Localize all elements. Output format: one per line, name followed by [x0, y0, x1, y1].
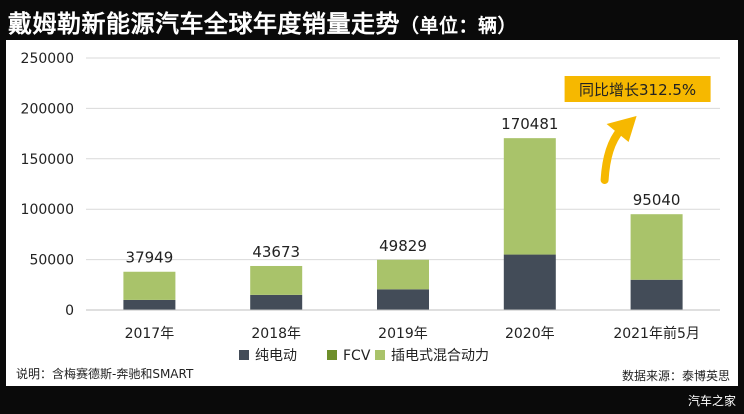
total-label: 95040	[633, 191, 681, 209]
growth-badge	[564, 76, 711, 102]
growth-badge-text: 同比增长312.5%	[579, 81, 696, 99]
data-source: 数据来源：泰博英思	[622, 368, 730, 383]
bar-segment	[123, 299, 176, 310]
bar-segment	[630, 279, 683, 310]
total-label: 37949	[126, 249, 174, 267]
title-bar: 戴姆勒新能源汽车全球年度销量走势（单位：辆）	[0, 0, 744, 40]
title-unit: （单位：辆）	[400, 15, 518, 37]
legend-label: 插电式混合动力	[391, 348, 489, 364]
page-title: 戴姆勒新能源汽车全球年度销量走势（单位：辆）	[8, 4, 517, 39]
y-tick-label: 100000	[21, 202, 74, 218]
bar-segment	[377, 259, 429, 290]
legend-swatch	[327, 350, 337, 360]
legend-label: 纯电动	[255, 348, 297, 364]
total-label: 49829	[379, 237, 427, 255]
legend-swatch	[239, 350, 249, 360]
legend: 纯电动 FCV 插电式混合动力	[239, 348, 489, 364]
bar-segment	[250, 265, 303, 295]
legend-label: FCV	[343, 348, 371, 364]
y-axis: 0 50000 100000 150000 200000 250000	[21, 51, 74, 319]
legend-swatch	[375, 350, 385, 360]
bar-segment	[123, 271, 176, 300]
x-tick-label: 2018年	[251, 326, 301, 342]
bar-segment	[503, 138, 556, 255]
footnote: 说明：含梅赛德斯-奔驰和SMART	[16, 366, 194, 381]
total-label: 43673	[252, 243, 300, 261]
y-tick-label: 0	[65, 303, 74, 319]
bars	[123, 138, 683, 310]
bar-segment	[377, 289, 429, 310]
chart-panel: 0 50000 100000 150000 200000 250000 37949 4367…	[6, 40, 738, 386]
total-label: 170481	[501, 115, 558, 133]
x-tick-label: 2017年	[125, 326, 175, 342]
y-tick-label: 250000	[21, 51, 74, 67]
bottom-bar	[0, 386, 744, 414]
bar-segment	[503, 254, 556, 310]
y-tick-label: 150000	[21, 152, 74, 168]
x-axis: 2017年 2018年 2019年 2020年 2021年前5月	[86, 309, 720, 342]
x-tick-label: 2019年	[378, 326, 428, 342]
watermark: 汽车之家	[687, 394, 736, 408]
x-tick-label: 2021年前5月	[613, 325, 700, 342]
x-tick-label: 2020年	[505, 326, 555, 342]
growth-annotation: 同比增长312.5%	[564, 76, 711, 184]
growth-arrow-shaft	[600, 126, 625, 184]
bar-segment	[250, 294, 303, 310]
growth-arrow-head	[606, 116, 637, 142]
y-tick-label: 200000	[21, 101, 74, 117]
bar-segment	[630, 214, 683, 280]
stacked-bar-chart: 0 50000 100000 150000 200000 250000 37949 4367…	[16, 51, 730, 383]
total-labels: 37949 43673 49829 170481 95040	[126, 115, 681, 267]
y-tick-label: 50000	[29, 253, 74, 269]
title-main: 戴姆勒新能源汽车全球年度销量走势	[8, 10, 400, 38]
